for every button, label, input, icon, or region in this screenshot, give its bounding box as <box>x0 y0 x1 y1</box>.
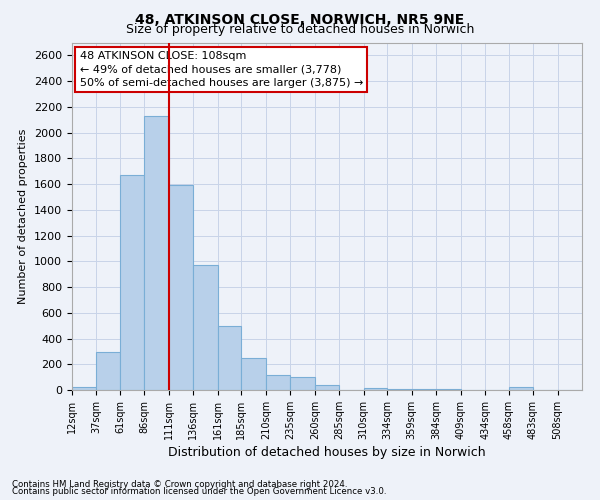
Y-axis label: Number of detached properties: Number of detached properties <box>19 128 28 304</box>
Bar <box>241 358 266 390</box>
Bar <box>218 326 241 390</box>
Bar <box>145 116 169 390</box>
Text: 48, ATKINSON CLOSE, NORWICH, NR5 9NE: 48, ATKINSON CLOSE, NORWICH, NR5 9NE <box>136 12 464 26</box>
Text: Contains HM Land Registry data © Crown copyright and database right 2024.: Contains HM Land Registry data © Crown c… <box>12 480 347 489</box>
Bar <box>364 388 387 390</box>
Bar <box>72 388 97 390</box>
Bar <box>169 184 193 390</box>
Bar <box>509 388 533 390</box>
Bar <box>193 265 218 390</box>
Text: Contains public sector information licensed under the Open Government Licence v3: Contains public sector information licen… <box>12 487 386 496</box>
Bar <box>290 377 315 390</box>
X-axis label: Distribution of detached houses by size in Norwich: Distribution of detached houses by size … <box>168 446 486 459</box>
Text: Size of property relative to detached houses in Norwich: Size of property relative to detached ho… <box>126 22 474 36</box>
Bar <box>315 385 339 390</box>
Bar <box>120 175 145 390</box>
Bar <box>266 375 290 390</box>
Bar <box>97 352 120 390</box>
Text: 48 ATKINSON CLOSE: 108sqm
← 49% of detached houses are smaller (3,778)
50% of se: 48 ATKINSON CLOSE: 108sqm ← 49% of detac… <box>80 51 363 88</box>
